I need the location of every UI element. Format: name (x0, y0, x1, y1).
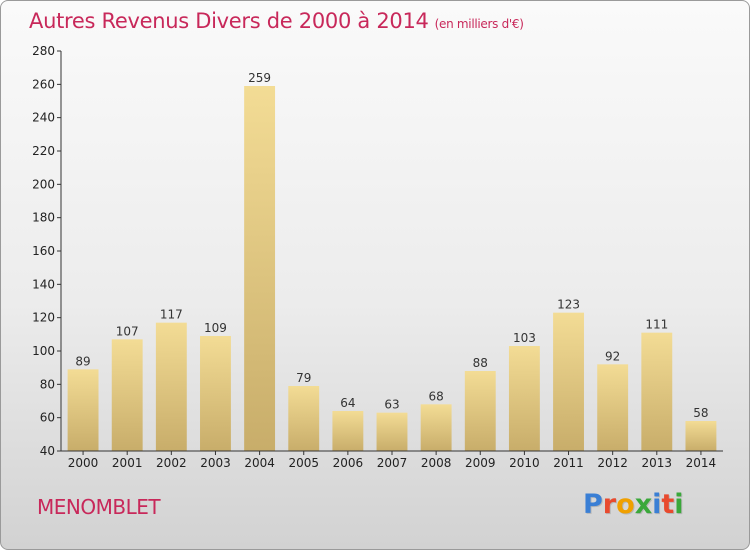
bar-value-label: 92 (605, 349, 620, 363)
y-tick-label: 220 (32, 144, 55, 158)
x-tick-label: 2012 (597, 456, 628, 470)
y-tick-label: 180 (32, 211, 55, 225)
bar-value-label: 123 (557, 298, 580, 312)
proxiti-logo: Proxiti (583, 489, 684, 520)
logo-letter: P (583, 489, 603, 520)
logo-letter: x (634, 489, 653, 520)
bar (288, 386, 320, 451)
x-tick-label: 2005 (288, 456, 319, 470)
x-tick-label: 2002 (156, 456, 187, 470)
y-tick-label: 200 (32, 177, 55, 191)
y-tick-label: 280 (32, 44, 55, 58)
logo-letter: o (616, 489, 635, 520)
bar (376, 412, 408, 451)
y-tick-label: 160 (32, 244, 55, 258)
chart-unit-label: (en milliers d'€) (434, 17, 524, 31)
bar (553, 312, 584, 451)
bar (464, 371, 496, 451)
y-tick-label: 100 (32, 344, 55, 358)
y-tick-label: 260 (32, 77, 55, 91)
x-tick-label: 2008 (421, 456, 452, 470)
bar-value-label: 64 (340, 396, 355, 410)
x-tick-label: 2006 (333, 456, 364, 470)
y-tick-label: 40 (40, 444, 55, 458)
bar (155, 322, 187, 451)
bar (200, 336, 231, 451)
y-tick-label: 120 (32, 311, 55, 325)
x-tick-label: 2010 (509, 456, 540, 470)
y-tick-label: 140 (32, 277, 55, 291)
x-axis: 2000 2001 2002 2003 2004 2005 2006 2007 2008 2009… (61, 450, 723, 470)
bar-value-label: 107 (116, 324, 139, 338)
chart-title-text: Autres Revenus Divers de 2000 à 2014 (29, 9, 429, 33)
bar (420, 404, 452, 451)
bar-value-label: 89 (75, 354, 90, 368)
bar-value-label: 111 (645, 318, 668, 332)
x-tick-label: 2004 (244, 456, 275, 470)
x-tick-label: 2003 (200, 456, 231, 470)
y-axis: 40 60 80 100 120 140 160 180 200 220 240 260 280 (32, 44, 62, 458)
x-tick-label: 2013 (642, 456, 673, 470)
bar (641, 332, 673, 451)
bar (67, 369, 99, 451)
bar-value-label: 63 (384, 398, 399, 412)
commune-name: MENOMBLET (37, 495, 161, 519)
y-tick-label: 240 (32, 111, 55, 125)
bar-value-label: 117 (160, 308, 183, 322)
y-tick-label: 60 (40, 411, 55, 425)
bar (685, 421, 717, 451)
x-tick-label: 2007 (377, 456, 408, 470)
chart-title: Autres Revenus Divers de 2000 à 2014 (en … (29, 9, 524, 33)
bar-value-label: 88 (473, 356, 488, 370)
bar-value-label: 79 (296, 371, 311, 385)
x-tick-label: 2000 (68, 456, 99, 470)
bar (111, 339, 143, 451)
bar (244, 86, 276, 451)
x-tick-label: 2014 (686, 456, 717, 470)
bar-value-label: 259 (248, 71, 271, 85)
bar (508, 346, 540, 451)
bars: 89 107 117 109 259 79 64 63 68 88 103 123 92 111 58 (67, 71, 717, 451)
bar-value-label: 103 (513, 331, 536, 345)
bar-value-label: 68 (428, 389, 443, 403)
logo-letter: r (602, 489, 617, 520)
bar (332, 411, 364, 451)
logo-letter: i (652, 489, 662, 520)
bar-value-label: 109 (204, 321, 227, 335)
bar (597, 364, 629, 451)
y-tick-label: 80 (40, 377, 55, 391)
logo-letter: i (674, 489, 684, 520)
x-tick-label: 2011 (553, 456, 584, 470)
x-tick-label: 2001 (112, 456, 143, 470)
logo-letter: t (661, 489, 675, 520)
bar-value-label: 58 (693, 406, 708, 420)
x-tick-label: 2009 (465, 456, 496, 470)
